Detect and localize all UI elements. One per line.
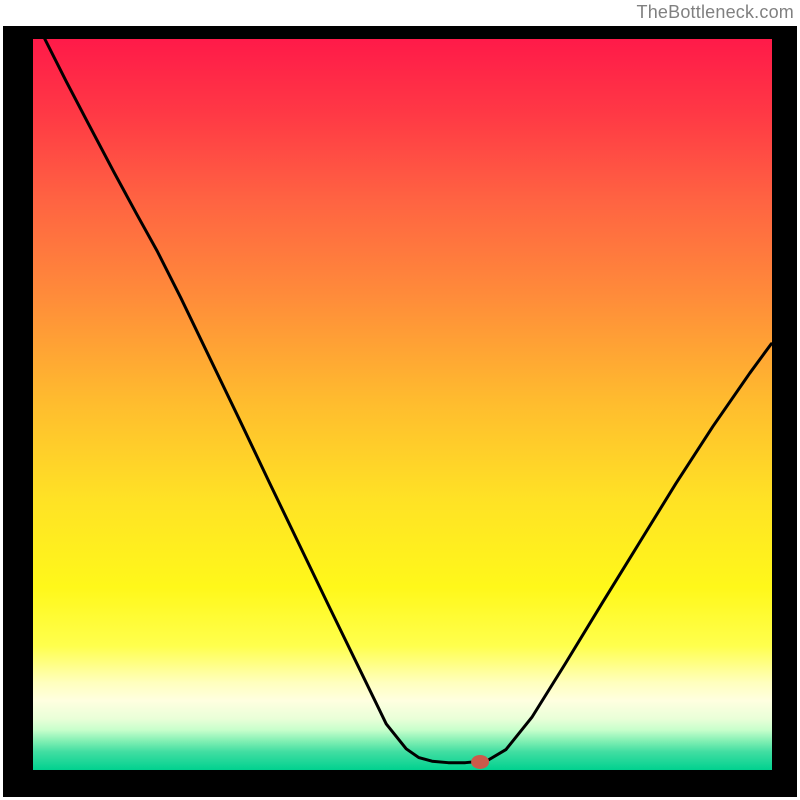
plot-background bbox=[33, 39, 772, 770]
watermark-text: TheBottleneck.com bbox=[637, 2, 794, 23]
chart-wrapper: TheBottleneck.com bbox=[0, 0, 800, 800]
bottleneck-chart bbox=[0, 0, 800, 800]
optimal-point-marker bbox=[471, 755, 489, 769]
